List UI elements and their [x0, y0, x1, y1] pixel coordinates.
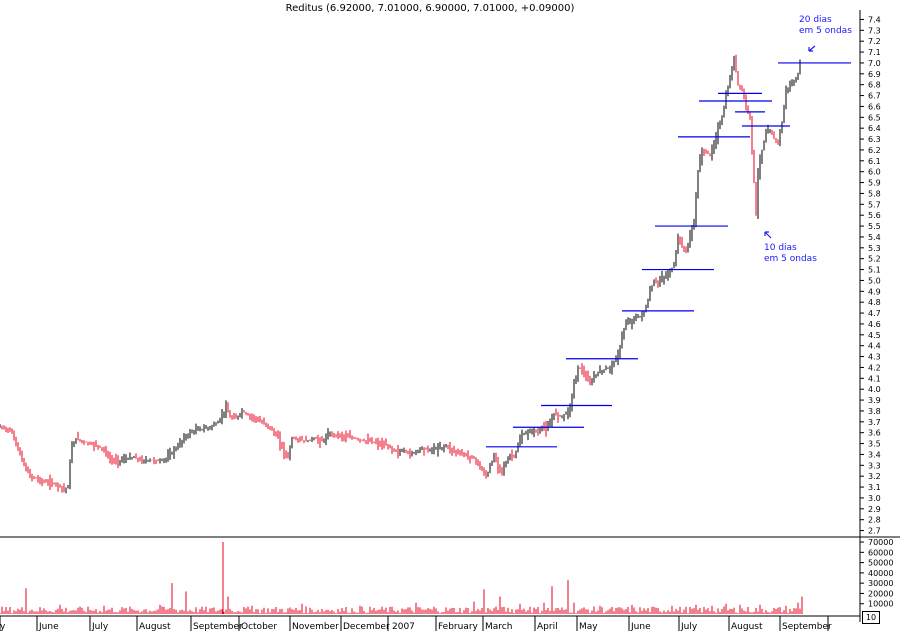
- volume-tick-label: 50000: [868, 559, 893, 568]
- annotation-arrow-bottom: [764, 231, 772, 239]
- price-tick-label: 2.7: [868, 527, 881, 536]
- price-tick-label: 6.3: [868, 135, 881, 144]
- price-tick-label: 5.5: [868, 222, 881, 231]
- price-tick-label: 5.8: [868, 189, 881, 198]
- price-tick-label: 5.1: [868, 266, 881, 275]
- month-label: July: [680, 622, 698, 631]
- price-tick-label: 3.5: [868, 440, 881, 449]
- annotation-arrow-top: [808, 45, 816, 52]
- price-tick-label: 3.6: [868, 429, 881, 438]
- price-tick-label: 3.1: [868, 483, 881, 492]
- month-label: December: [343, 622, 390, 631]
- price-tick-label: 2.8: [868, 516, 881, 525]
- price-tick-label: 6.8: [868, 81, 881, 90]
- month-label: April: [537, 622, 558, 631]
- month-label: y: [0, 622, 6, 631]
- month-label: September: [782, 622, 832, 631]
- zoom-control[interactable]: 10: [862, 611, 880, 624]
- month-label: 2007: [392, 622, 415, 631]
- month-label: August: [731, 622, 763, 631]
- price-tick-label: 6.2: [868, 146, 881, 155]
- price-tick-label: 7.3: [868, 26, 881, 35]
- price-tick-label: 7.4: [868, 15, 881, 24]
- month-label: March: [485, 622, 512, 631]
- price-tick-label: 5.4: [868, 233, 881, 242]
- chart-title: Reditus (6.92000, 7.01000, 6.90000, 7.01…: [285, 3, 575, 14]
- price-tick-label: 4.3: [868, 353, 881, 362]
- price-tick-label: 3.0: [868, 494, 881, 503]
- volume-tick-label: 30000: [868, 579, 893, 588]
- price-tick-label: 4.6: [868, 320, 881, 329]
- price-tick-label: 6.5: [868, 113, 881, 122]
- volume-tick-label: 70000: [868, 538, 893, 547]
- price-tick-label: 7.2: [868, 37, 881, 46]
- month-label: February: [438, 622, 479, 631]
- price-tick-label: 4.5: [868, 331, 881, 340]
- price-tick-label: 3.4: [868, 450, 881, 459]
- month-label: May: [579, 622, 598, 631]
- price-tick-label: 6.1: [868, 157, 881, 166]
- price-tick-label: 3.3: [868, 461, 881, 470]
- price-tick-label: 7.1: [868, 48, 881, 57]
- month-label: July: [91, 622, 109, 631]
- month-label: June: [630, 622, 651, 631]
- price-tick-label: 6.7: [868, 92, 881, 101]
- price-tick-label: 6.4: [868, 124, 881, 133]
- price-tick-label: 6.6: [868, 102, 881, 111]
- price-tick-label: 6.9: [868, 70, 881, 79]
- price-tick-label: 4.4: [868, 342, 881, 351]
- price-tick-label: 4.1: [868, 374, 881, 383]
- price-tick-label: 3.9: [868, 396, 881, 405]
- volume-tick-label: 40000: [868, 569, 893, 578]
- price-tick-label: 4.2: [868, 363, 881, 372]
- price-tick-label: 6.0: [868, 168, 881, 177]
- price-tick-label: 3.8: [868, 407, 881, 416]
- annotation-20-days: 20 dias em 5 ondas: [799, 15, 852, 36]
- volume-tick-label: 60000: [868, 548, 893, 557]
- price-tick-label: 5.9: [868, 179, 881, 188]
- month-label: August: [139, 622, 171, 631]
- price-tick-label: 4.8: [868, 298, 881, 307]
- price-tick-label: 4.7: [868, 309, 881, 318]
- month-label: October: [241, 622, 277, 631]
- price-tick-label: 7.0: [868, 59, 881, 68]
- price-tick-label: 3.7: [868, 418, 881, 427]
- volume-tick-label: 10000: [868, 600, 893, 609]
- month-label: June: [38, 622, 59, 631]
- price-tick-label: 4.0: [868, 385, 881, 394]
- price-tick-label: 5.0: [868, 276, 881, 285]
- price-tick-label: 2.9: [868, 505, 881, 514]
- annotation-10-days: 10 dias em 5 ondas: [764, 243, 817, 264]
- price-tick-label: 5.2: [868, 255, 881, 264]
- month-label: September: [193, 622, 243, 631]
- price-tick-label: 5.7: [868, 200, 881, 209]
- price-tick-label: 5.3: [868, 244, 881, 253]
- volume-tick-label: 20000: [868, 589, 893, 598]
- month-label: November: [292, 622, 339, 631]
- price-tick-label: 5.6: [868, 211, 881, 220]
- price-tick-label: 3.2: [868, 472, 881, 481]
- price-tick-label: 4.9: [868, 287, 881, 296]
